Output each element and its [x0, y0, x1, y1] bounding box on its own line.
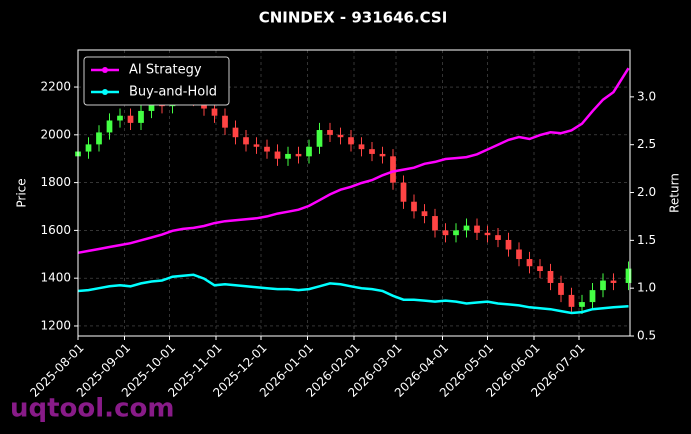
legend-label: Buy-and-Hold [129, 85, 217, 100]
candle-body [285, 153, 291, 159]
candle-body [148, 101, 155, 111]
watermark: uqtool.com [10, 394, 174, 424]
candle-body [526, 259, 533, 267]
return-line [77, 67, 630, 255]
candle-body [390, 156, 396, 183]
candle-body [295, 153, 302, 157]
legend-marker [102, 67, 108, 73]
y2-tick-label: 1.0 [637, 281, 656, 295]
legend-label: AI Strategy [129, 63, 202, 78]
candle-body [442, 230, 449, 236]
y2-axis-label: Return [668, 173, 682, 213]
candle-body [379, 153, 386, 157]
candle-body [516, 249, 522, 260]
candle-body [232, 127, 239, 138]
candle-body [421, 211, 428, 217]
legend-marker [102, 89, 108, 95]
y-tick-label: 1800 [40, 175, 71, 189]
candle-body [253, 144, 260, 147]
candle-body [358, 144, 365, 150]
y2-tick-label: 3.0 [637, 89, 656, 103]
candle-body [610, 280, 617, 283]
candle-body [316, 130, 323, 147]
y2-tick-label: 0.5 [637, 329, 656, 343]
return-line [77, 273, 629, 315]
candle-body [138, 110, 144, 123]
candle-body [495, 235, 501, 240]
candle-body [264, 146, 270, 152]
candle-body [127, 115, 134, 123]
candle-body [505, 239, 512, 250]
candle-body [243, 137, 249, 145]
candle-body [568, 294, 575, 307]
y2-tick-label: 2.5 [637, 137, 656, 151]
y-axis-label: Price [15, 178, 29, 207]
candle-body [547, 271, 554, 283]
candle-body [579, 302, 585, 307]
candle-body [589, 290, 596, 303]
y-tick-label: 2200 [40, 80, 71, 94]
candle-body [453, 230, 459, 236]
y2-tick-label: 2.0 [637, 185, 656, 199]
candle-body [537, 266, 543, 272]
candle-body [432, 216, 438, 231]
candle-body [484, 232, 491, 236]
candle-body [463, 225, 470, 231]
candle-body [85, 144, 92, 152]
y-tick-label: 1200 [40, 318, 71, 332]
candle-body [96, 132, 102, 145]
candle-body [337, 134, 344, 138]
plot-frame [77, 49, 631, 337]
candle-body [474, 225, 480, 233]
candle-body [369, 149, 375, 154]
candle-body [274, 151, 281, 159]
candle-body [211, 108, 218, 116]
candle-body [222, 115, 228, 128]
candle-body [558, 282, 564, 295]
candle-body [117, 115, 123, 121]
candle-body [327, 130, 333, 135]
candle-body [348, 137, 354, 145]
candle-body [400, 182, 407, 202]
candle-body [600, 280, 606, 291]
y2-tick-label: 1.5 [637, 233, 656, 247]
candle-body [306, 146, 312, 157]
candle-body [411, 201, 417, 212]
legend: AI Strategy Buy-and-Hold [83, 56, 230, 106]
candle-body [106, 120, 113, 133]
y-tick-label: 1400 [40, 271, 71, 285]
y-tick-label: 2000 [40, 127, 71, 141]
candle-body [625, 268, 632, 283]
y-tick-label: 1600 [40, 223, 71, 237]
legend-box [83, 56, 230, 106]
chart-title: CNINDEX - 931646.CSI [259, 9, 448, 27]
